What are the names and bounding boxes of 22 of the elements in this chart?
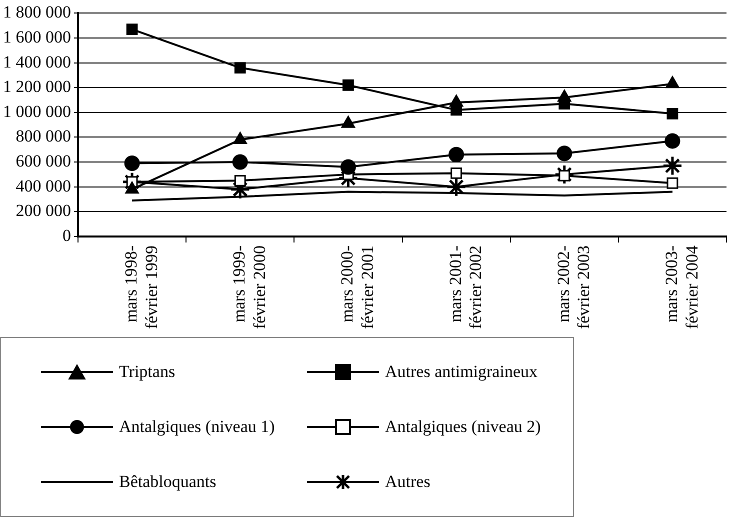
x-tick-label: mars 2001- février 2002 (446, 245, 486, 330)
legend-label: Bêtabloquants (119, 472, 216, 492)
y-tick-label: 1 200 000 (3, 77, 71, 96)
y-tick-label: 200 000 (16, 201, 71, 220)
legend-label: Antalgiques (niveau 1) (119, 416, 275, 437)
legend-label: Antalgiques (niveau 2) (385, 416, 541, 437)
legend-label: Triptans (119, 362, 176, 382)
y-tick-label: 1 600 000 (3, 27, 71, 46)
y-tick-label: 600 000 (16, 152, 71, 171)
x-tick-label: mars 2000- février 2001 (338, 245, 378, 330)
y-tick-label: 400 000 (16, 176, 71, 196)
x-tick-label: mars 1999- février 2000 (230, 245, 269, 330)
y-tick-label: 0 (62, 226, 71, 245)
x-tick-label: mars 2002- février 2003 (554, 245, 594, 330)
x-tick-label: mars 1998- février 1999 (122, 245, 161, 330)
y-tick-label: 1 400 000 (3, 52, 71, 72)
y-tick-label: 1 000 000 (3, 102, 71, 121)
legend-label: Autres antimigraineux (385, 362, 538, 382)
y-tick-label: 800 000 (16, 126, 71, 146)
x-tick-label: mars 2003- février 2004 (662, 244, 702, 330)
legend-label: Autres (385, 472, 430, 492)
y-tick-label: 1 800 000 (3, 2, 71, 22)
